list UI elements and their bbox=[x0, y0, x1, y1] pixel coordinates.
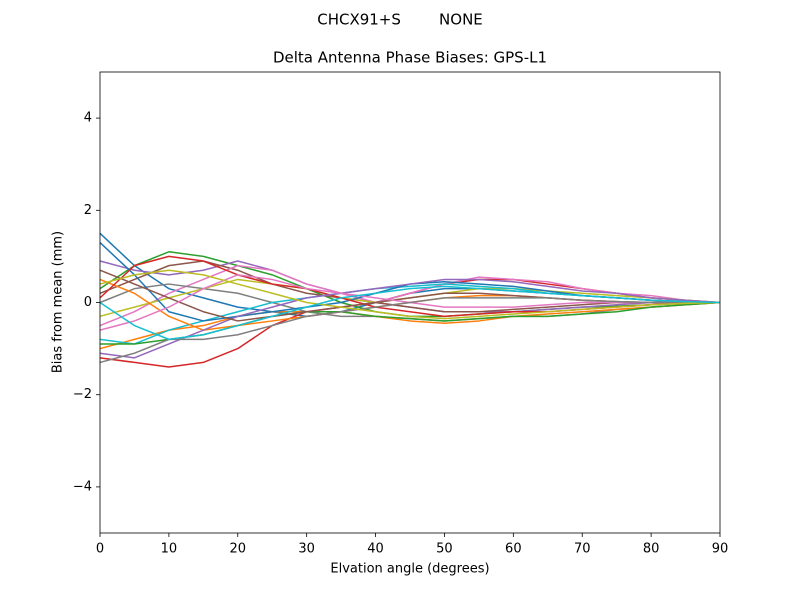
chart-title: Delta Antenna Phase Biases: GPS-L1 bbox=[273, 49, 547, 67]
x-tick-label: 30 bbox=[298, 542, 315, 557]
y-tick-label: 2 bbox=[84, 203, 92, 218]
y-tick-label: 4 bbox=[84, 111, 92, 126]
y-tick-label: −4 bbox=[73, 479, 92, 494]
series-line bbox=[99, 278, 721, 359]
x-tick-label: 10 bbox=[161, 542, 178, 557]
x-tick-label: 80 bbox=[643, 542, 660, 557]
series-line bbox=[99, 297, 720, 364]
x-tick-label: 60 bbox=[505, 542, 522, 557]
y-tick-label: 0 bbox=[84, 295, 92, 310]
y-axis-label: Bias from mean (mm) bbox=[51, 231, 66, 373]
series-line bbox=[99, 269, 721, 320]
chart-suptitle: CHCX91+S NONE bbox=[317, 11, 483, 29]
y-tick-label: −2 bbox=[73, 387, 92, 402]
x-tick-label: 50 bbox=[436, 542, 453, 557]
x-tick-label: 20 bbox=[230, 542, 247, 557]
x-tick-label: 90 bbox=[712, 542, 729, 557]
x-tick-label: 0 bbox=[96, 542, 104, 557]
series-line bbox=[99, 285, 721, 341]
x-tick-label: 40 bbox=[367, 542, 384, 557]
x-tick-label: 70 bbox=[574, 542, 591, 557]
x-axis-label: Elvation angle (degrees) bbox=[330, 562, 489, 577]
plot-area bbox=[99, 232, 721, 368]
